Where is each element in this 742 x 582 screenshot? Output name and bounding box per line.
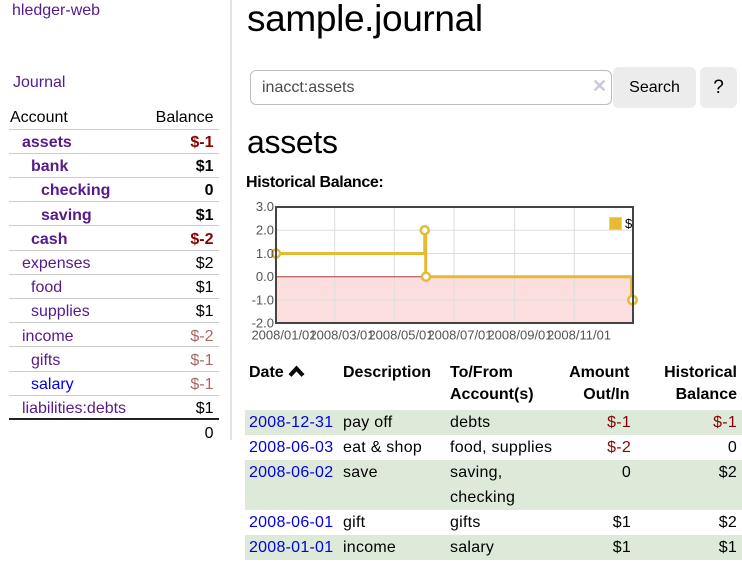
svg-text:2.0: 2.0 [256,223,274,238]
svg-text:2008/11/01: 2008/11/01 [547,328,611,343]
svg-text:0.0: 0.0 [256,269,274,284]
svg-text:-2.0: -2.0 [252,316,274,331]
svg-text:2008/01/01: 2008/01/01 [251,328,316,343]
svg-text:2008/07/01: 2008/07/01 [427,328,492,343]
svg-text:3.0: 3.0 [256,199,274,214]
svg-text:-1.0: -1.0 [252,293,274,308]
svg-text:2008/05/01: 2008/05/01 [368,328,433,343]
svg-text:$: $ [625,216,633,231]
svg-text:2008/09/01: 2008/09/01 [487,328,552,343]
svg-text:1.0: 1.0 [256,246,274,261]
svg-text:2008/03/01: 2008/03/01 [309,328,374,343]
